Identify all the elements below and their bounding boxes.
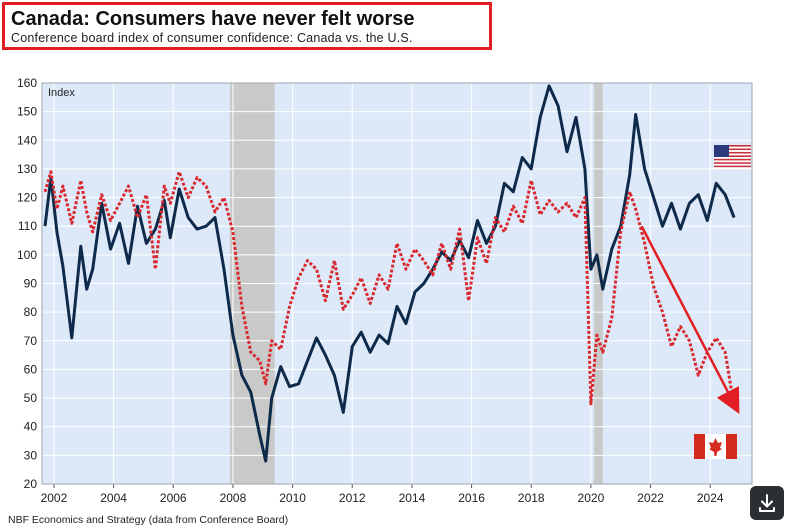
y-axis-label: Index	[48, 87, 75, 99]
x-tick-label: 2014	[399, 491, 426, 505]
y-tick-label: 110	[18, 219, 37, 233]
chart-title: Canada: Consumers have never felt worse	[11, 8, 415, 30]
y-tick-label: 30	[24, 448, 38, 462]
y-tick-label: 130	[17, 162, 37, 176]
source-note: NBF Economics and Strategy (data from Co…	[8, 514, 289, 526]
y-tick-label: 80	[24, 305, 38, 319]
decline-arrow	[640, 225, 740, 414]
x-tick-label: 2012	[339, 491, 366, 505]
y-tick-label: 160	[17, 76, 37, 90]
confidence-line-chart: 20 30 40 50 60 70 80 90 100 110 120 130 140 150 160 200…	[17, 76, 753, 505]
title-box: Canada: Consumers have never felt worse …	[2, 2, 492, 50]
us-flag-icon	[714, 145, 751, 169]
x-tick-label: 2002	[41, 491, 68, 505]
chart-subtitle: Conference board index of consumer confi…	[11, 31, 413, 45]
y-tick-label: 150	[17, 105, 37, 119]
canada-flag-icon	[694, 434, 737, 459]
x-tick-label: 2020	[578, 491, 605, 505]
download-icon	[759, 494, 775, 512]
y-tick-label: 70	[24, 334, 38, 348]
x-tick-label: 2018	[518, 491, 545, 505]
plot-border	[41, 82, 753, 485]
y-tick-label: 100	[17, 248, 37, 262]
x-tick-label: 2016	[458, 491, 485, 505]
x-tick-label: 2024	[697, 491, 724, 505]
x-tick-label: 2006	[160, 491, 187, 505]
y-tick-label: 120	[17, 191, 37, 205]
y-tick-label: 90	[24, 277, 38, 291]
x-tick-label: 2008	[220, 491, 247, 505]
x-tick-label: 2022	[637, 491, 664, 505]
y-tick-label: 140	[17, 133, 37, 147]
x-tick-label: 2004	[100, 491, 127, 505]
y-tick-label: 50	[24, 391, 38, 405]
canada-series-line	[43, 170, 736, 407]
y-tick-label: 60	[24, 362, 38, 376]
x-tick-label: 2010	[279, 491, 306, 505]
y-tick-label: 20	[24, 477, 38, 491]
download-button[interactable]	[750, 486, 784, 520]
y-tick-label: 40	[24, 420, 38, 434]
